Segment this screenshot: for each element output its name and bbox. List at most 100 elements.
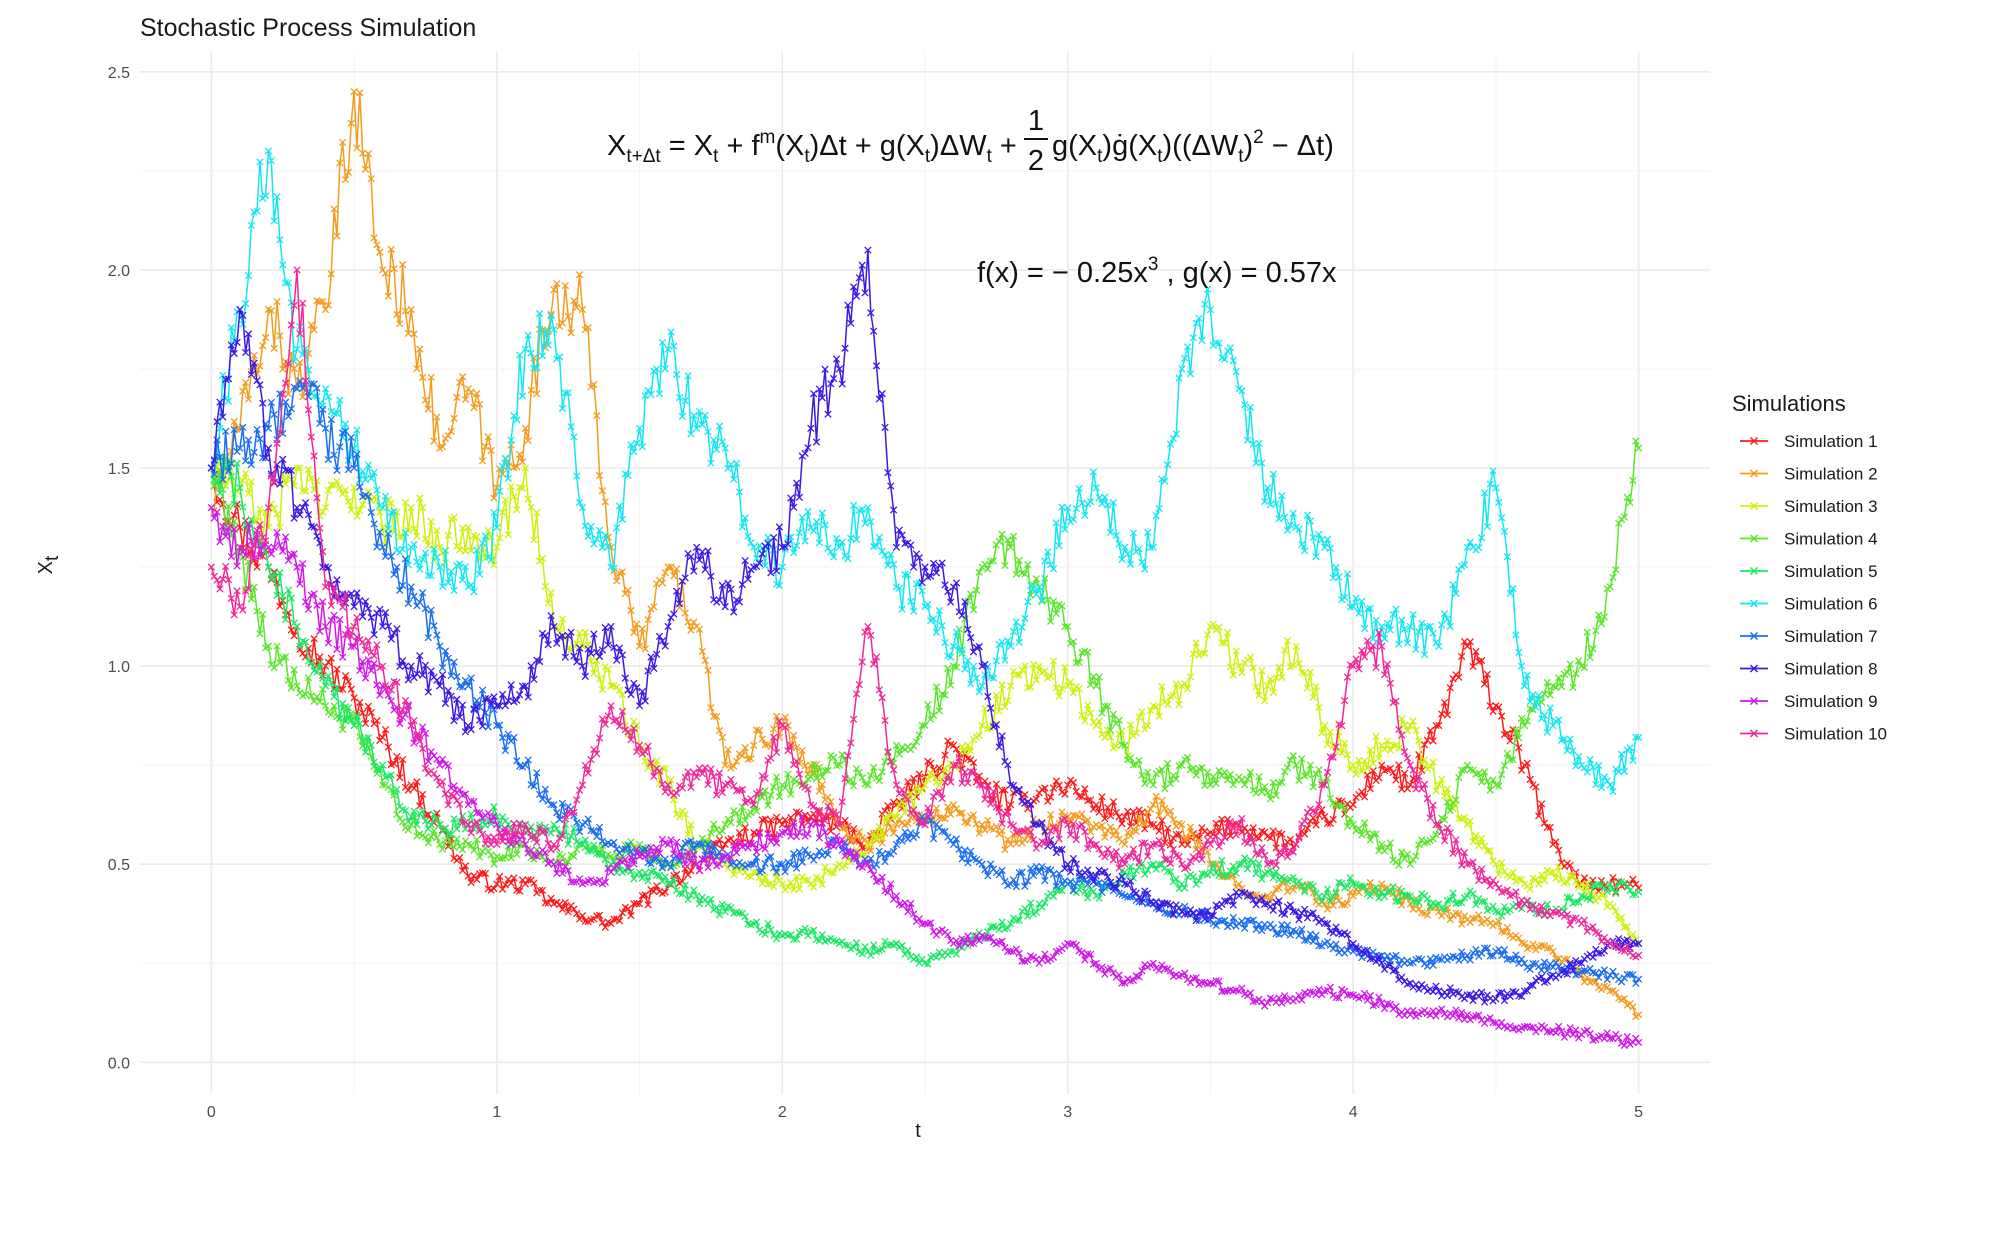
data-point-marker — [965, 742, 971, 748]
data-point-marker — [1550, 948, 1556, 954]
data-point-marker — [879, 851, 885, 857]
data-point-marker — [1481, 1020, 1487, 1026]
data-point-marker — [1498, 1019, 1504, 1025]
data-point-marker — [713, 904, 719, 910]
data-point-marker — [1436, 909, 1442, 915]
data-point-marker — [1527, 966, 1533, 972]
data-point-marker — [1299, 910, 1305, 916]
data-point-marker — [890, 848, 896, 854]
data-point-marker — [1630, 1039, 1636, 1045]
data-point-marker — [359, 639, 365, 645]
data-point-marker — [1050, 893, 1056, 899]
data-point-marker — [374, 242, 380, 248]
data-point-marker — [1050, 843, 1056, 849]
data-point-marker — [933, 932, 939, 938]
data-point-marker — [819, 931, 825, 937]
data-point-marker — [1593, 946, 1599, 952]
data-point-marker — [1427, 956, 1433, 962]
data-point-marker — [596, 653, 602, 659]
data-point-marker — [1290, 874, 1296, 880]
data-point-marker — [1076, 886, 1082, 892]
data-point-marker — [334, 478, 340, 484]
data-point-marker — [1587, 1030, 1593, 1036]
data-point-marker — [1424, 963, 1430, 969]
data-point-marker — [1267, 867, 1273, 873]
data-point-marker — [434, 756, 440, 762]
data-point-marker — [893, 940, 899, 946]
data-point-marker — [468, 879, 474, 885]
data-point-marker — [1279, 851, 1285, 857]
data-point-marker — [328, 711, 334, 717]
data-point-marker — [848, 777, 854, 783]
data-point-marker — [582, 820, 588, 826]
data-point-marker — [762, 874, 768, 880]
data-point-marker — [488, 841, 494, 847]
data-point-marker — [485, 810, 491, 816]
data-point-marker — [399, 819, 405, 825]
data-point-marker — [1444, 992, 1450, 998]
data-point-marker — [1601, 948, 1607, 954]
data-point-marker — [1553, 1030, 1559, 1036]
data-point-marker — [411, 785, 417, 791]
data-point-marker — [1367, 837, 1373, 843]
data-point-marker — [899, 787, 905, 793]
data-point-marker — [240, 477, 246, 483]
data-point-marker — [434, 775, 440, 781]
data-point-marker — [1156, 837, 1162, 843]
data-point-marker — [905, 836, 911, 842]
data-point-marker — [805, 932, 811, 938]
data-point-marker — [1341, 988, 1347, 994]
data-point-marker — [1139, 968, 1145, 974]
data-point-marker — [859, 951, 865, 957]
data-point-marker — [1604, 778, 1610, 784]
data-point-marker — [810, 857, 816, 863]
data-point-marker — [1116, 972, 1122, 978]
data-point-marker — [431, 828, 437, 834]
data-point-marker — [802, 925, 808, 931]
data-point-marker — [1310, 938, 1316, 944]
data-point-marker — [1127, 755, 1133, 761]
data-point-marker — [1301, 818, 1307, 824]
data-point-marker — [1467, 919, 1473, 925]
data-point-marker — [1110, 857, 1116, 863]
data-point-marker — [1567, 1025, 1573, 1031]
grid — [140, 52, 1710, 1094]
data-point-marker — [742, 913, 748, 919]
data-point-marker — [1002, 944, 1008, 950]
data-point-marker — [1133, 868, 1139, 874]
data-point-marker — [1564, 1031, 1570, 1037]
data-point-marker — [1170, 835, 1176, 841]
data-point-marker — [468, 582, 474, 588]
data-point-marker — [1470, 997, 1476, 1003]
data-point-marker — [1244, 829, 1250, 835]
data-point-marker — [1361, 990, 1367, 996]
data-point-marker — [471, 873, 477, 879]
data-point-marker — [465, 722, 471, 728]
data-point-marker — [1222, 769, 1228, 775]
data-point-marker — [1196, 877, 1202, 883]
data-point-marker — [1293, 841, 1299, 847]
data-point-marker — [1033, 591, 1039, 597]
data-point-marker — [1099, 964, 1105, 970]
data-point-marker — [830, 754, 836, 760]
data-point-marker — [1399, 974, 1405, 980]
data-point-marker — [1296, 916, 1302, 922]
data-point-marker — [431, 771, 437, 777]
data-point-marker — [1082, 957, 1088, 963]
data-point-marker — [947, 837, 953, 843]
data-point-marker — [1239, 918, 1245, 924]
data-point-marker — [1321, 813, 1327, 819]
data-point-marker — [625, 906, 631, 912]
data-point-marker — [1264, 790, 1270, 796]
data-point-marker — [936, 824, 942, 830]
data-point-marker — [1430, 836, 1436, 842]
data-point-marker — [748, 809, 754, 815]
data-point-marker — [1259, 927, 1265, 933]
data-point-marker — [1184, 842, 1190, 848]
data-point-marker — [1296, 932, 1302, 938]
data-point-marker — [1079, 811, 1085, 817]
data-point-marker — [1193, 772, 1199, 778]
data-point-marker — [1587, 965, 1593, 971]
data-point-marker — [1182, 970, 1188, 976]
